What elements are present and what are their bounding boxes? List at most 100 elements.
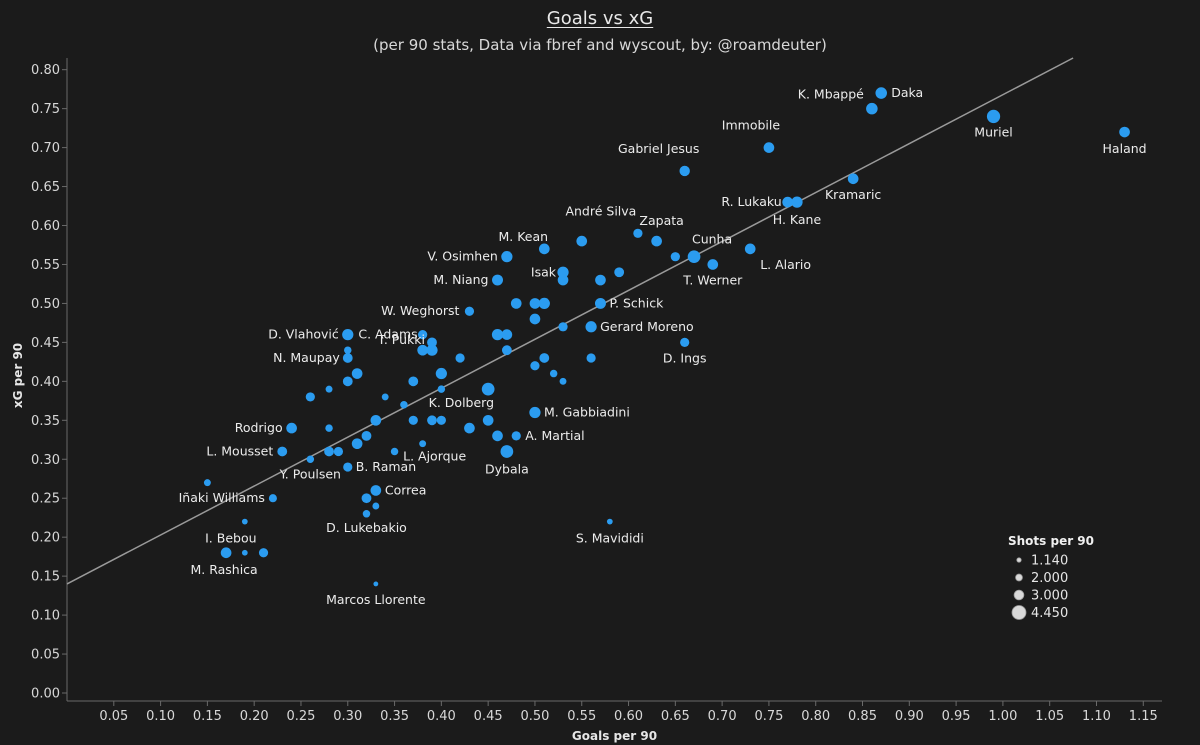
legend-label: 4.450 [1031, 606, 1068, 621]
data-point [763, 142, 775, 153]
data-point [437, 385, 446, 393]
point-label: Dybala [485, 461, 529, 476]
x-tick-label: 0.85 [848, 709, 877, 724]
point-label: B. Raman [356, 459, 416, 474]
data-point [680, 337, 690, 347]
point-label: K. Mbappé [798, 87, 864, 102]
point-label: N. Maupay [273, 350, 340, 365]
data-point [594, 297, 606, 309]
data-point [538, 243, 550, 255]
data-point [501, 345, 512, 356]
legend-swatch [1016, 557, 1022, 563]
data-point [333, 446, 344, 457]
point-label: R. Lukaku [721, 194, 781, 209]
data-point [203, 479, 211, 487]
x-tick-label: 0.35 [380, 709, 409, 724]
y-axis-title: xG per 90 [11, 343, 25, 408]
data-point [435, 367, 447, 380]
data-point [342, 328, 354, 341]
data-point [324, 446, 334, 457]
data-point [866, 102, 878, 115]
point-label: D. Vlahović [268, 327, 339, 342]
y-tick-label: 0.25 [31, 492, 60, 507]
x-tick-label: 1.10 [1082, 709, 1111, 724]
data-point [241, 549, 248, 556]
point-label: Isak [531, 264, 557, 279]
legend-swatch [1013, 589, 1025, 601]
data-point [305, 392, 315, 402]
data-point [373, 581, 379, 587]
data-point [557, 274, 569, 286]
data-point [549, 369, 558, 378]
x-tick-label: 0.95 [942, 709, 971, 724]
data-point [510, 298, 522, 309]
point-label: T. Pukki [377, 332, 425, 347]
legend-label: 3.000 [1031, 589, 1068, 604]
y-tick-label: 0.55 [31, 258, 60, 273]
data-point [501, 329, 513, 340]
point-label: Y. Poulsen [279, 466, 341, 481]
x-tick-label: 0.50 [520, 709, 549, 724]
point-label: Immobile [722, 118, 781, 133]
data-point [744, 243, 756, 255]
data-point [538, 297, 550, 310]
data-point [586, 353, 596, 363]
y-tick-label: 0.20 [31, 531, 60, 546]
point-label: Haland [1103, 141, 1147, 156]
data-point [306, 455, 315, 463]
data-point [362, 510, 371, 518]
x-tick-label: 0.30 [333, 709, 362, 724]
points-group [203, 87, 1130, 587]
legend-label: 1.140 [1031, 554, 1068, 569]
data-point [325, 385, 333, 393]
data-point [408, 376, 419, 387]
point-label: L. Mousset [206, 443, 273, 458]
x-tick-label: 0.90 [895, 709, 924, 724]
point-label: L. Ajorque [403, 449, 466, 464]
data-point [687, 250, 701, 264]
x-axis-ticks: 0.05 0.10 0.15 0.20 0.25 0.30 0.35 0.40 0.45 0.50… [99, 701, 1158, 724]
data-point [408, 415, 418, 425]
data-point [558, 322, 568, 332]
data-point [381, 393, 389, 401]
data-point [351, 438, 363, 450]
data-point [614, 267, 625, 278]
y-axis-ticks: 0.00 0.05 0.10 0.15 0.20 0.25 0.30 0.35 0.40 0.45… [31, 63, 67, 702]
y-tick-label: 0.75 [31, 102, 60, 117]
point-label: Gerard Moreno [600, 319, 694, 334]
point-label: C. Adams [358, 327, 417, 342]
data-point [418, 329, 428, 340]
point-label: D. Ings [663, 350, 707, 365]
data-point [325, 424, 333, 432]
data-point [258, 548, 269, 558]
chart-title: Goals vs xG [546, 8, 654, 29]
data-point [576, 235, 588, 247]
size-legend: Shots per 90 1.140 2.000 3.000 4.450 [1008, 534, 1094, 621]
x-tick-label: 0.55 [567, 709, 596, 724]
data-point [400, 400, 408, 409]
x-tick-label: 0.65 [661, 709, 690, 724]
data-point [419, 440, 427, 448]
data-point [633, 228, 643, 238]
data-point [426, 344, 438, 356]
axes-group [66, 58, 1162, 702]
x-tick-label: 1.15 [1129, 709, 1158, 724]
data-point [390, 447, 399, 456]
data-point [417, 344, 428, 356]
y-tick-label: 0.60 [31, 219, 60, 234]
y-tick-label: 0.80 [31, 63, 60, 78]
x-tick-label: 0.60 [614, 709, 643, 724]
data-point [464, 422, 475, 434]
y-tick-label: 0.40 [31, 375, 60, 390]
y-tick-label: 0.45 [31, 336, 60, 351]
point-label: Daka [891, 85, 923, 100]
y-tick-label: 0.30 [31, 453, 60, 468]
data-point [529, 298, 541, 309]
data-point [241, 518, 248, 525]
y-tick-label: 0.35 [31, 414, 60, 429]
data-point [492, 274, 503, 286]
point-label: M. Kean [499, 229, 549, 244]
point-label: Kramaric [825, 187, 881, 202]
legend-swatch [1015, 573, 1023, 582]
